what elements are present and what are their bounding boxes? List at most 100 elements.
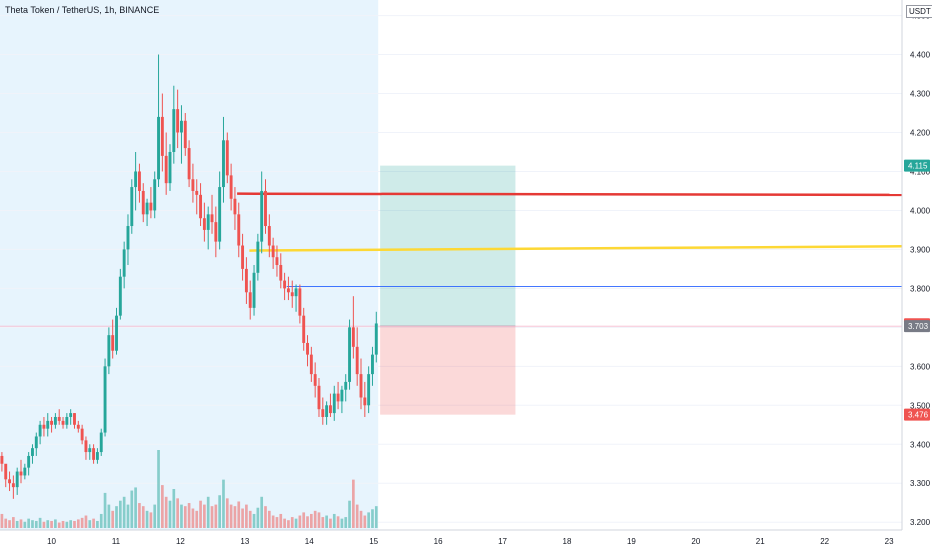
horizontal-line: [249, 245, 903, 252]
price-axis: [902, 0, 932, 550]
y-tick-label: 4.100: [910, 167, 931, 176]
volume-bar: [115, 506, 118, 528]
candle-body: [344, 381, 348, 390]
volume-bar: [321, 517, 325, 528]
candle-body: [248, 292, 252, 308]
candle-body: [168, 151, 172, 184]
currency-unit-badge[interactable]: USDT: [906, 5, 932, 18]
volume-bar: [329, 518, 332, 528]
candle-body: [95, 452, 99, 460]
x-tick-label: 23: [885, 537, 894, 546]
x-tick-label: 13: [240, 537, 249, 546]
volume-bar: [99, 513, 103, 528]
candle-body: [355, 346, 359, 375]
volume-bar: [15, 520, 19, 528]
price-label: 4.115: [908, 162, 928, 171]
candle-body: [210, 214, 214, 223]
volume-bar: [8, 520, 11, 528]
volume-bar: [149, 512, 153, 528]
volume-bar: [310, 513, 313, 528]
volume-bar: [359, 510, 363, 528]
candle-body: [107, 335, 111, 367]
x-tick-label: 22: [820, 537, 829, 546]
volume-bar: [57, 522, 61, 528]
candle-body: [111, 335, 115, 351]
candle-body: [267, 226, 271, 246]
volume-bar: [73, 520, 76, 528]
volume-bar: [161, 485, 164, 528]
volume-bar: [279, 513, 283, 528]
candle-body: [229, 175, 233, 199]
y-tick-label: 4.300: [910, 90, 931, 99]
volume-bar: [118, 500, 122, 528]
y-tick-label: 3.200: [910, 518, 931, 527]
volume-bar: [46, 520, 50, 528]
x-tick-label: 12: [176, 537, 185, 546]
candle-body: [252, 272, 256, 308]
volume-bar: [130, 490, 134, 528]
candle-body: [53, 416, 57, 425]
candle-body: [0, 455, 4, 464]
candle-body: [363, 397, 367, 406]
volume-bar: [4, 518, 8, 528]
volume-bar: [233, 506, 237, 528]
candle-body: [99, 432, 103, 453]
volume-bar: [206, 496, 210, 528]
volume-bar: [34, 520, 38, 528]
volume-bar: [195, 510, 199, 528]
candle-body: [92, 448, 96, 460]
volume-bar: [199, 500, 202, 528]
stop-zone: [380, 326, 516, 415]
volume-bar: [183, 506, 187, 528]
volume-bar: [229, 504, 233, 528]
candle-body: [38, 424, 42, 437]
candle-body: [176, 109, 180, 133]
target-zone: [380, 165, 516, 327]
candle-body: [222, 140, 225, 188]
candle-body: [328, 405, 332, 414]
volume-bar: [50, 520, 53, 528]
candle-body: [11, 483, 15, 488]
volume-bar: [42, 521, 46, 528]
price-label-bg: [904, 408, 930, 421]
candle-body: [23, 467, 27, 476]
volume-bar: [225, 498, 229, 528]
candle-body: [321, 409, 325, 417]
x-tick-label: 14: [305, 537, 314, 546]
candle-body: [202, 218, 206, 230]
x-tick-label: 15: [369, 537, 378, 546]
candle-body: [225, 140, 229, 176]
highlight-range: [0, 0, 379, 530]
volume-bar: [271, 515, 275, 528]
volume-bar: [31, 520, 34, 528]
volume-bar: [222, 479, 225, 528]
candle-body: [199, 194, 203, 219]
candle-body: [145, 202, 149, 215]
x-tick-label: 10: [47, 537, 56, 546]
y-tick-label: 3.300: [910, 479, 931, 488]
candle-body: [4, 463, 8, 480]
candle-body: [65, 416, 69, 425]
volume-bar: [138, 503, 141, 528]
candle-body: [73, 413, 76, 425]
volume-bar: [332, 513, 336, 528]
candle-body: [118, 276, 122, 316]
x-tick-label: 21: [756, 537, 765, 546]
candle-body: [302, 315, 306, 343]
candle-body: [164, 155, 168, 184]
candle-body: [115, 315, 118, 351]
volume-bar: [241, 508, 244, 528]
volume-bar: [111, 510, 115, 528]
volume-bar: [180, 504, 183, 528]
volume-bar: [203, 504, 206, 528]
volume-bar: [283, 518, 286, 528]
candle-body: [88, 448, 92, 453]
volume-bar: [191, 508, 195, 528]
candle-body: [309, 354, 313, 375]
x-tick-label: 18: [563, 537, 572, 546]
volume-bar: [355, 504, 359, 528]
candle-body: [286, 288, 290, 293]
candle-body: [183, 120, 187, 149]
volume-bar: [363, 515, 367, 528]
